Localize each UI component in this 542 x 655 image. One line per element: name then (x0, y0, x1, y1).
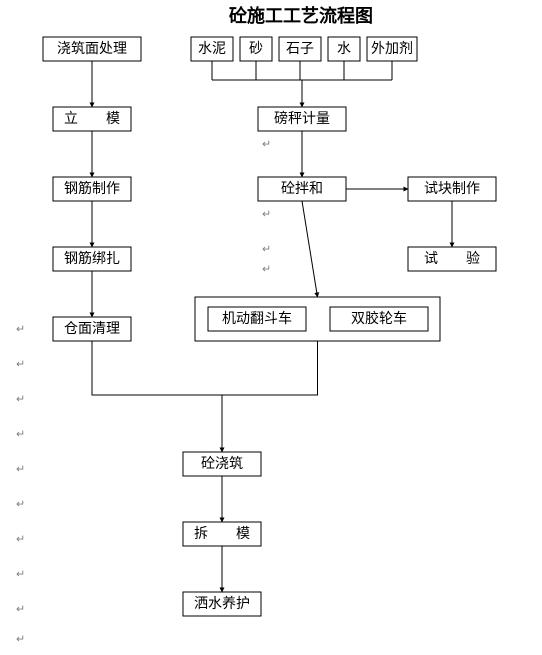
svg-text:水: 水 (337, 41, 351, 57)
para-mark: ↵ (16, 324, 25, 336)
flow-edge (302, 201, 318, 297)
para-mark: ↵ (262, 139, 271, 151)
svg-text:仓面清理: 仓面清理 (64, 321, 120, 337)
svg-text:水泥: 水泥 (198, 41, 226, 57)
svg-text:双胶轮车: 双胶轮车 (351, 310, 407, 327)
svg-text:砼拌和: 砼拌和 (281, 181, 323, 197)
node-cure: 洒水养护 (183, 592, 261, 616)
svg-text:机动翻斗车: 机动翻斗车 (222, 310, 292, 327)
para-mark: ↵ (16, 394, 25, 406)
svg-text:砂: 砂 (249, 41, 263, 57)
node-stone: 石子 (279, 37, 321, 61)
node-water: 水 (328, 37, 360, 61)
svg-text:外加剂: 外加剂 (371, 41, 413, 57)
node-rebar_make: 钢筋制作 (53, 177, 131, 201)
flow-edge (222, 341, 318, 395)
node-rebar_tie: 钢筋绑扎 (53, 247, 131, 271)
svg-text:立 模: 立 模 (64, 111, 120, 127)
node-limo: 立 模 (53, 107, 131, 131)
para-mark: ↵ (262, 264, 271, 276)
node-cangmian: 仓面清理 (53, 317, 131, 341)
node-truck: 机动翻斗车 (208, 307, 306, 331)
node-cement: 水泥 (191, 37, 233, 61)
node-block: 试块制作 (408, 177, 496, 201)
svg-text:钢筋制作: 钢筋制作 (64, 180, 120, 197)
node-pour_surface: 浇筑面处理 (43, 37, 141, 61)
para-mark: ↵ (16, 569, 25, 581)
para-mark: ↵ (262, 244, 271, 256)
para-mark: ↵ (16, 499, 25, 511)
node-cart: 双胶轮车 (330, 307, 428, 331)
svg-text:洒水养护: 洒水养护 (194, 596, 250, 612)
node-pour: 砼浇筑 (183, 452, 261, 476)
svg-text:石子: 石子 (286, 41, 314, 57)
node-sand: 砂 (240, 37, 272, 61)
svg-text:试 验: 试 验 (424, 251, 480, 267)
svg-text:钢筋绑扎: 钢筋绑扎 (64, 250, 120, 267)
node-weigh: 磅秤计量 (258, 107, 346, 131)
para-mark: ↵ (16, 429, 25, 441)
flow-edge (92, 341, 222, 395)
para-mark: ↵ (16, 534, 25, 546)
svg-text:拆 模: 拆 模 (194, 526, 250, 542)
svg-text:磅秤计量: 磅秤计量 (274, 110, 330, 127)
svg-text:浇筑面处理: 浇筑面处理 (57, 41, 127, 57)
para-mark: ↵ (16, 634, 25, 646)
svg-text:砼浇筑: 砼浇筑 (201, 456, 243, 472)
diagram-title: 砼施工工艺流程图 (229, 5, 373, 26)
node-mix: 砼拌和 (258, 177, 346, 201)
node-additive: 外加剂 (367, 37, 417, 61)
node-chaimo: 拆 模 (183, 522, 261, 546)
node-test: 试 验 (408, 247, 496, 271)
para-mark: ↵ (16, 604, 25, 616)
svg-text:试块制作: 试块制作 (424, 181, 480, 197)
para-mark: ↵ (16, 359, 25, 371)
para-mark: ↵ (262, 209, 271, 221)
para-mark: ↵ (16, 464, 25, 476)
